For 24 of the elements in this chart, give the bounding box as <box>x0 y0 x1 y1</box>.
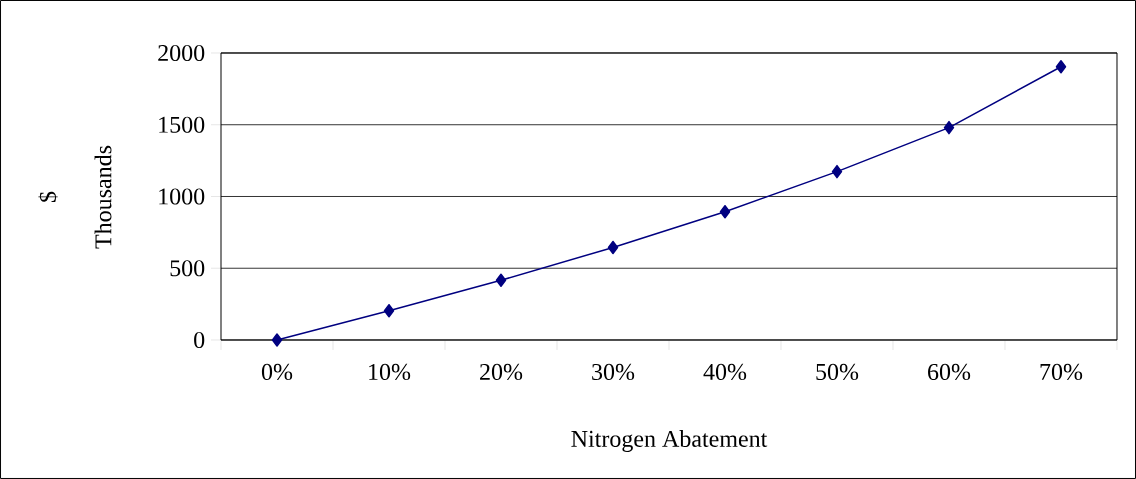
x-tick-label: 30% <box>592 363 635 381</box>
x-tick-label: 70% <box>1040 363 1083 381</box>
y-axis-title: $ <box>38 191 58 202</box>
x-tick-label: 60% <box>928 363 971 381</box>
x-tick-label: 50% <box>816 363 859 381</box>
point <box>943 120 955 135</box>
y-tick-label: 0 <box>194 331 205 349</box>
point <box>495 273 507 288</box>
x-tick-label: 20% <box>480 363 523 381</box>
y-tick-label: 2000 <box>158 44 205 62</box>
point <box>607 240 619 255</box>
point <box>271 333 283 347</box>
y-tick-label: 1000 <box>159 188 205 205</box>
x-tick-label: 10% <box>369 363 411 381</box>
y-tick-label: 1500 <box>159 116 205 133</box>
x-tick-label: 0% <box>261 363 293 381</box>
point <box>719 204 731 219</box>
point <box>831 164 843 179</box>
x-tick-label: 40% <box>703 363 747 381</box>
y-tick-label: 500 <box>170 260 205 277</box>
text: Thousands <box>94 145 112 249</box>
point <box>1055 60 1067 74</box>
x-axis-title: Nitrogen Abatement <box>571 430 768 452</box>
point <box>383 303 395 318</box>
